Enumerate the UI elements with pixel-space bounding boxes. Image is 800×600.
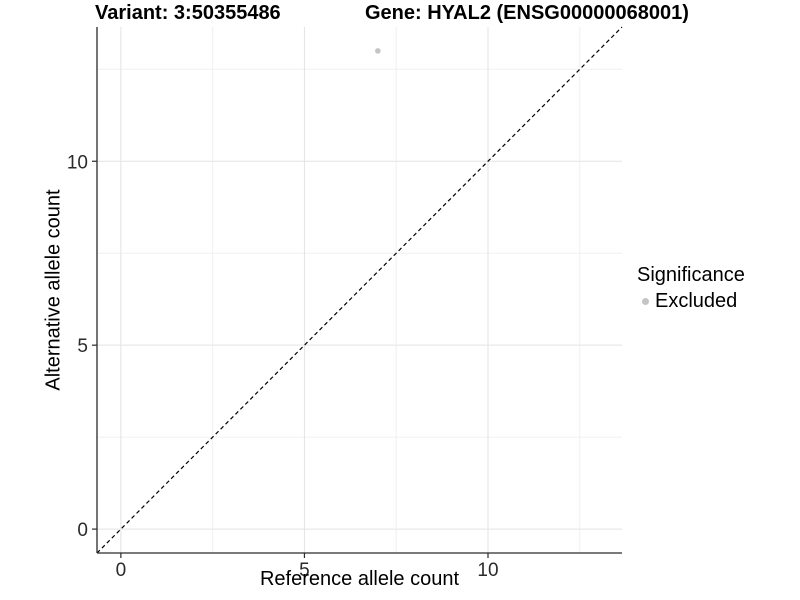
x-tick-label: 10 xyxy=(477,560,498,581)
legend-title: Significance xyxy=(637,264,745,286)
y-tick-label: 0 xyxy=(77,520,88,541)
x-axis-title: Reference allele count xyxy=(259,568,459,590)
legend-point-icon xyxy=(642,298,649,305)
x-tick-label: 0 xyxy=(116,560,127,581)
x-tick-label: 5 xyxy=(299,560,310,581)
legend-item-excluded: Excluded xyxy=(637,290,745,313)
y-tick-label: 10 xyxy=(67,152,88,173)
data-point xyxy=(375,48,381,54)
identity-reference-line xyxy=(96,26,623,554)
legend-item-label: Excluded xyxy=(655,290,738,312)
y-tick-label: 5 xyxy=(77,336,88,357)
plot-title-variant: Variant: 3:50355486 xyxy=(95,2,281,24)
plot-title-gene: Gene: HYAL2 (ENSG00000068001) xyxy=(365,2,689,24)
legend: Significance Excluded xyxy=(637,264,745,313)
